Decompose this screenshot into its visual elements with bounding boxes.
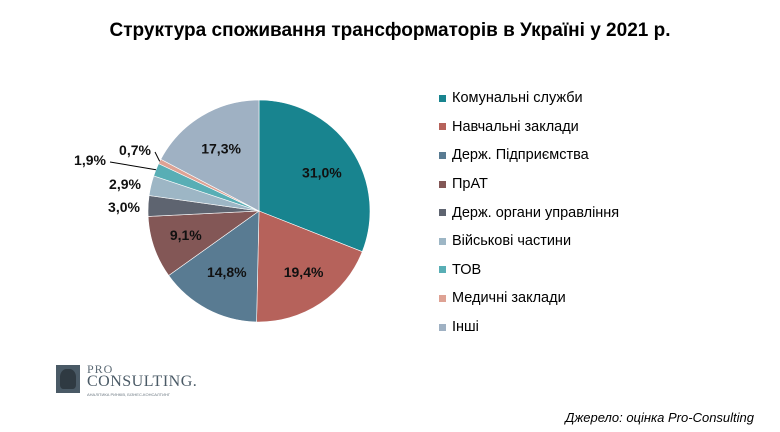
legend-item-8: Медичні заклади xyxy=(439,284,619,313)
legend-swatch-7 xyxy=(439,266,446,274)
legend-item-5: Держ. органи управління xyxy=(439,198,619,227)
legend-label-9: Інші xyxy=(452,319,479,336)
logo-text-pro: PRO xyxy=(87,362,114,376)
legend-swatch-4 xyxy=(439,180,446,188)
data-label-3: 14,8% xyxy=(207,264,247,280)
legend-label-4: ПрАТ xyxy=(452,176,488,193)
legend-swatch-3 xyxy=(439,151,446,159)
logo-text-consulting: CONSULTING. xyxy=(87,373,198,390)
legend-item-7: ТОВ xyxy=(439,256,619,285)
legend-swatch-8 xyxy=(439,294,446,302)
legend-label-1: Комунальні служби xyxy=(452,90,583,107)
logo-tagline: АНАЛІТИКА РИНКІВ, БІЗНЕС-КОНСАЛТИНГ xyxy=(87,392,171,397)
data-label-8: 0,7% xyxy=(119,142,151,158)
data-label-2: 19,4% xyxy=(284,264,324,280)
chart-legend: Комунальні служби Навчальні заклади Держ. … xyxy=(439,84,619,341)
legend-item-3: Держ. Підприємства xyxy=(439,141,619,170)
logo-emblem-icon xyxy=(56,365,80,393)
legend-label-6: Військові частини xyxy=(452,233,572,250)
data-label-4: 9,1% xyxy=(170,227,202,243)
data-label-5: 3,0% xyxy=(108,199,140,215)
legend-swatch-5 xyxy=(439,209,446,217)
legend-swatch-1 xyxy=(439,94,446,102)
legend-item-9: Інші xyxy=(439,313,619,342)
legend-swatch-2 xyxy=(439,123,446,131)
data-label-7: 1,9% xyxy=(74,152,106,168)
data-label-1: 31,0% xyxy=(302,164,342,180)
legend-swatch-6 xyxy=(439,237,446,245)
legend-swatch-9 xyxy=(439,323,446,331)
legend-label-5: Держ. органи управління xyxy=(452,204,620,221)
legend-item-4: ПрАТ xyxy=(439,170,619,199)
legend-label-7: ТОВ xyxy=(452,261,482,278)
legend-label-8: Медичні заклади xyxy=(452,290,566,307)
pro-consulting-logo: PRO CONSULTING. АНАЛІТИКА РИНКІВ, БІЗНЕС… xyxy=(56,360,197,400)
source-note: Джерело: оцінка Pro-Consulting xyxy=(565,410,754,425)
pie-slice-2 xyxy=(256,210,363,323)
legend-item-2: Навчальні заклади xyxy=(439,113,619,142)
pie-slice-1 xyxy=(258,99,371,253)
leader-line-7 xyxy=(109,161,157,171)
data-label-9: 17,3% xyxy=(201,140,241,156)
legend-label-3: Держ. Підприємства xyxy=(452,147,589,164)
legend-item-1: Комунальні служби xyxy=(439,84,619,113)
pie-slice-9 xyxy=(160,99,260,212)
chart-title: Структура споживання трансформаторів в У… xyxy=(109,20,671,41)
leader-line-8 xyxy=(154,151,161,162)
legend-item-6: Військові частини xyxy=(439,227,619,256)
data-label-6: 2,9% xyxy=(109,176,141,192)
legend-label-2: Навчальні заклади xyxy=(452,118,579,135)
pie-slice-3 xyxy=(168,210,260,323)
